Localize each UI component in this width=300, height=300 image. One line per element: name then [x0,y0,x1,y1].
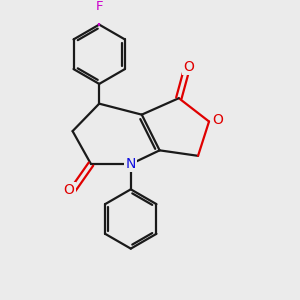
Text: F: F [95,0,103,13]
Text: O: O [183,60,194,74]
Text: O: O [212,113,223,127]
Text: N: N [126,157,136,171]
Text: O: O [64,183,74,197]
